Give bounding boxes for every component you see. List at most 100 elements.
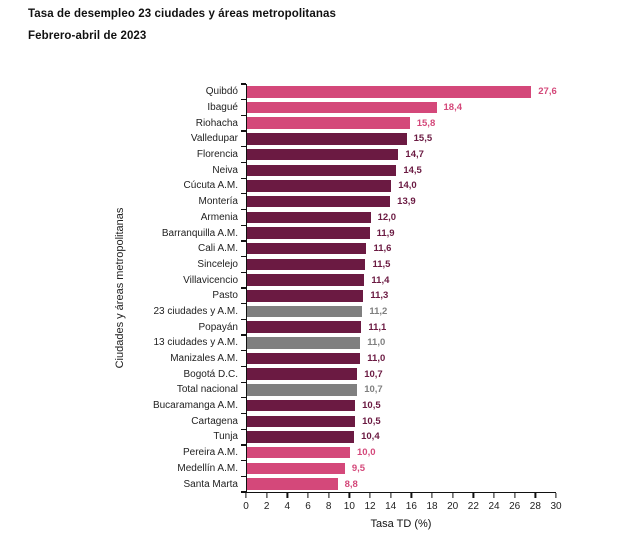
y-axis-tick [241,83,246,85]
category-label: Santa Marta [183,478,238,490]
bar [247,195,391,208]
chart-row: 8,8 [247,476,556,492]
y-axis-tick [241,271,246,273]
x-axis-tick [431,493,433,498]
chart-row: 15,8 [247,115,556,131]
value-label: 14,0 [398,180,417,192]
value-label: 11,0 [367,337,386,349]
chart-row: 15,5 [247,131,556,147]
y-axis-tick [241,224,246,226]
bar [247,148,399,161]
x-axis: 0 2 4 6 8 10 12 14 16 18 20 22 24 26 28 30 [243,492,562,522]
category-label: Pereira A.M. [182,447,238,459]
x-axis-tick-label: 2 [263,501,270,512]
value-label: 18,4 [443,102,463,114]
category-label: Total nacional [176,384,238,396]
category-label: Armenia [200,211,238,223]
x-axis-tick [390,493,392,498]
x-axis-tick-label: 26 [509,501,521,512]
y-axis-tick [241,460,246,462]
chart-row: 10,0 [247,445,556,461]
y-axis-tick [241,428,246,430]
chart-row: 11,3 [247,288,556,304]
category-label: Montería [198,196,238,208]
category-label: Barranquilla A.M. [161,227,238,239]
x-axis-tick-label: 0 [243,501,249,512]
y-axis-tick [241,381,246,383]
category-label: Florencia [196,149,238,161]
y-axis-tick [241,256,246,258]
category-label: Villavicencio [183,274,238,286]
y-axis-tick [241,412,246,415]
value-label: 15,5 [413,133,433,145]
value-label: 10,5 [362,415,381,427]
x-axis-tick [245,493,247,498]
category-label: Bogotá D.C. [183,368,238,380]
chart-row: 10,5 [247,413,556,429]
value-label: 15,8 [416,117,436,129]
value-label: 27,6 [538,86,557,98]
plot-area: 27,6 18,4 15,8 15,5 14,7 14,5 14,0 13,9 12,0 11,9… [241,83,557,493]
category-label: Pasto [212,290,238,302]
chart-row: 9,5 [247,461,556,477]
value-label: 9,5 [351,462,366,474]
y-axis-tick [241,303,246,305]
x-axis-tick-label: 6 [305,501,311,512]
x-axis-tick-label: 16 [405,501,417,512]
category-label: Ibagué [207,102,238,114]
x-axis-label: Tasa TD (%) [370,518,432,530]
bar [247,462,345,475]
bar [247,415,356,428]
chart-row: 12,0 [247,210,556,226]
x-axis-tick [328,493,330,498]
value-label: 10,4 [361,431,380,443]
y-axis-tick [241,334,246,336]
value-label: 11,6 [373,243,392,255]
x-axis-tick [348,493,350,498]
y-axis-tick [241,240,246,242]
category-label: Medellín A.M. [177,462,238,474]
category-label: Sincelejo [197,258,238,270]
x-axis-tick [493,493,495,498]
y-axis-tick [241,491,246,493]
x-axis-tick-label: 8 [325,501,332,512]
category-label: Cali A.M. [197,243,238,255]
x-axis-tick-label: 28 [529,501,541,512]
value-label: 11,5 [372,258,391,270]
value-label: 10,7 [364,368,383,380]
bar [247,180,392,192]
x-axis-tick [452,493,454,498]
bar [247,305,363,318]
bar [247,290,364,302]
chart-row: 11,9 [247,225,556,241]
chart-row: 10,7 [247,366,556,382]
bar [247,478,338,490]
x-axis-tick-label: 24 [488,501,500,512]
chart-row: 27,6 [247,84,557,100]
x-axis-tick-label: 10 [343,501,355,512]
x-axis-tick [410,493,412,498]
value-label: 11,2 [369,305,388,317]
bar [247,101,437,114]
bar [247,242,367,255]
x-axis-tick-label: 22 [467,501,479,512]
y-axis-tick [241,287,246,289]
category-label: 13 ciudades y A.M. [153,337,239,349]
category-label: Cartagena [191,415,238,427]
x-axis-tick [555,493,557,498]
category-label: Quibdó [205,86,238,98]
value-label: 10,5 [362,400,381,412]
chart-row: 11,5 [247,257,556,273]
chart-row: 18,4 [247,100,556,116]
x-axis-tick-label: 20 [447,501,459,512]
bar [247,446,350,459]
value-label: 14,7 [405,149,424,161]
bar [247,321,362,333]
bar [247,258,366,271]
y-axis-tick [241,193,246,195]
bar [247,384,358,396]
category-label: Tunja [213,431,238,443]
category-label: Riohacha [195,117,238,129]
x-axis-tick [514,493,516,498]
y-axis-tick [241,177,246,179]
